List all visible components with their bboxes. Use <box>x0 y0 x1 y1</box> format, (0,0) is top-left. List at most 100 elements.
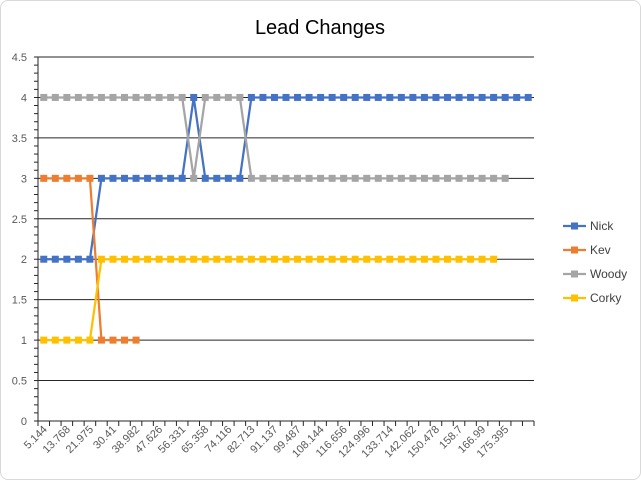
data-point-woody <box>467 174 475 182</box>
data-point-corky <box>190 255 198 263</box>
data-point-nick <box>224 174 232 182</box>
data-point-woody <box>317 174 325 182</box>
data-point-nick <box>97 174 105 182</box>
y-tick-label: 3 <box>21 173 27 185</box>
data-point-nick <box>190 93 198 101</box>
data-point-woody <box>432 174 440 182</box>
series-nick <box>40 93 532 263</box>
data-point-corky <box>201 255 209 263</box>
data-point-kev <box>63 174 71 182</box>
data-point-woody <box>386 174 394 182</box>
data-point-corky <box>420 255 428 263</box>
data-point-woody <box>443 174 451 182</box>
data-point-nick <box>247 93 255 101</box>
data-point-nick <box>351 93 359 101</box>
data-point-nick <box>409 93 417 101</box>
data-point-nick <box>443 93 451 101</box>
data-point-nick <box>478 93 486 101</box>
data-point-woody <box>40 93 48 101</box>
data-point-corky <box>374 255 382 263</box>
data-point-nick <box>155 174 163 182</box>
data-point-nick <box>282 93 290 101</box>
data-point-corky <box>443 255 451 263</box>
data-point-corky <box>490 255 498 263</box>
data-point-nick <box>270 93 278 101</box>
y-tick-label: 2 <box>21 254 27 266</box>
data-point-woody <box>247 174 255 182</box>
data-point-corky <box>74 336 82 344</box>
data-point-woody <box>259 174 267 182</box>
data-point-woody <box>132 93 140 101</box>
series-group <box>40 93 532 344</box>
data-point-corky <box>363 255 371 263</box>
legend-item-kev: Kev <box>563 243 611 257</box>
data-point-nick <box>86 255 94 263</box>
legend-item-corky: Corky <box>563 291 621 305</box>
data-point-corky <box>259 255 267 263</box>
data-point-woody <box>455 174 463 182</box>
data-point-woody <box>144 93 152 101</box>
data-point-corky <box>455 255 463 263</box>
data-point-woody <box>340 174 348 182</box>
y-tick-label: 0 <box>21 416 27 428</box>
data-point-nick <box>432 93 440 101</box>
data-point-corky <box>294 255 302 263</box>
data-point-corky <box>97 255 105 263</box>
data-point-nick <box>132 174 140 182</box>
data-point-corky <box>213 255 221 263</box>
data-point-kev <box>109 336 117 344</box>
legend-item-woody: Woody <box>563 267 627 281</box>
data-point-woody <box>86 93 94 101</box>
data-point-corky <box>236 255 244 263</box>
data-point-nick <box>317 93 325 101</box>
data-point-kev <box>121 336 129 344</box>
data-point-woody <box>97 93 105 101</box>
data-point-woody <box>282 174 290 182</box>
data-point-nick <box>121 174 129 182</box>
data-point-woody <box>74 93 82 101</box>
y-tick-label: 4 <box>21 92 27 104</box>
series-corky <box>40 255 498 344</box>
data-point-nick <box>305 93 313 101</box>
data-point-woody <box>305 174 313 182</box>
data-point-kev <box>51 174 59 182</box>
y-tick-label: 1.5 <box>12 295 27 307</box>
data-point-nick <box>420 93 428 101</box>
data-point-corky <box>478 255 486 263</box>
data-point-corky <box>86 336 94 344</box>
data-point-nick <box>144 174 152 182</box>
data-point-kev <box>97 336 105 344</box>
legend-marker-kev <box>571 246 578 254</box>
data-point-nick <box>167 174 175 182</box>
legend-marker-corky <box>571 294 578 302</box>
data-point-kev <box>86 174 94 182</box>
data-point-corky <box>178 255 186 263</box>
data-point-woody <box>121 93 129 101</box>
data-point-woody <box>374 174 382 182</box>
data-point-woody <box>224 93 232 101</box>
data-point-nick <box>109 174 117 182</box>
data-point-corky <box>224 255 232 263</box>
data-point-corky <box>467 255 475 263</box>
data-point-nick <box>340 93 348 101</box>
data-point-woody <box>201 93 209 101</box>
data-point-nick <box>178 174 186 182</box>
legend-label-nick: Nick <box>590 219 614 233</box>
data-point-nick <box>51 255 59 263</box>
legend-label-woody: Woody <box>590 267 627 281</box>
data-point-corky <box>63 336 71 344</box>
data-point-nick <box>490 93 498 101</box>
gridlines <box>38 56 534 382</box>
data-point-nick <box>259 93 267 101</box>
y-tick-label: 2.5 <box>12 214 27 226</box>
data-point-woody <box>363 174 371 182</box>
data-point-corky <box>340 255 348 263</box>
data-point-corky <box>51 336 59 344</box>
data-point-kev <box>74 174 82 182</box>
data-point-corky <box>317 255 325 263</box>
data-point-nick <box>201 174 209 182</box>
data-point-woody <box>478 174 486 182</box>
data-point-nick <box>386 93 394 101</box>
data-point-woody <box>270 174 278 182</box>
